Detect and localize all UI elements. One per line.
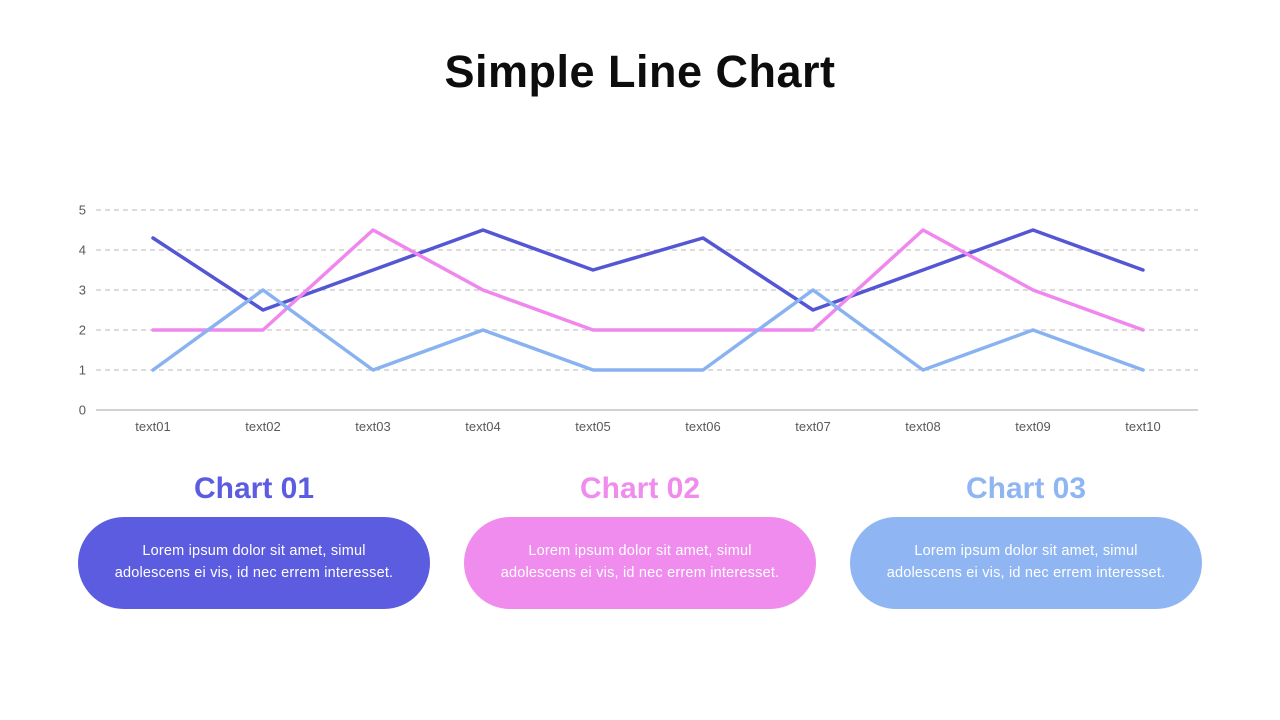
y-tick-label: 5 [79,203,86,218]
x-tick-label: text03 [355,419,390,434]
chart-03-pill: Lorem ipsum dolor sit amet, simul adoles… [850,516,1202,609]
x-tick-label: text02 [245,419,280,434]
x-tick-label: text08 [905,419,940,434]
chart-03-label: Chart 03 [965,472,1087,505]
chart-01-description: Lorem ipsum dolor sit amet, simul adoles… [114,542,394,581]
x-tick-label: text07 [795,419,830,434]
x-tick-label: text05 [575,419,610,434]
line-chart-svg: 0 1 2 3 4 5 text01 text02 text03 text04 text05 text… [79,203,1198,434]
y-tick-label: 0 [79,403,86,418]
x-tick-label: text01 [135,419,170,434]
x-tick-label: text09 [1015,419,1050,434]
y-tick-label: 4 [79,243,86,258]
legend-cards-row: Chart 01 Lorem ipsum dolor sit amet, sim… [0,472,1280,609]
series-line-chart-02 [151,228,1145,332]
chart-03-description: Lorem ipsum dolor sit amet, simul adoles… [886,542,1166,581]
y-tick-label: 2 [79,323,86,338]
line-chart: 0 1 2 3 4 5 text01 text02 text03 text04 text05 text… [70,195,1210,440]
chart-01-card: Chart 01 Lorem ipsum dolor sit amet, sim… [78,472,430,609]
chart-02-pill: Lorem ipsum dolor sit amet, simul adoles… [464,516,816,609]
chart-01-pill: Lorem ipsum dolor sit amet, simul adoles… [78,516,430,609]
chart-03-card: Chart 03 Lorem ipsum dolor sit amet, sim… [850,472,1202,609]
y-tick-label: 3 [79,283,86,298]
chart-01-label: Chart 01 [193,472,315,505]
x-tick-label: text10 [1125,419,1160,434]
series-line-chart-01 [151,228,1145,312]
slide-title: Simple Line Chart [444,46,836,97]
chart-02-card: Chart 02 Lorem ipsum dolor sit amet, sim… [464,472,816,609]
x-tick-label: text04 [465,419,500,434]
y-tick-label: 1 [79,363,86,378]
series-line-chart-03 [151,288,1145,372]
x-tick-label: text06 [685,419,720,434]
chart-02-label: Chart 02 [579,472,701,505]
chart-02-description: Lorem ipsum dolor sit amet, simul adoles… [500,542,780,581]
